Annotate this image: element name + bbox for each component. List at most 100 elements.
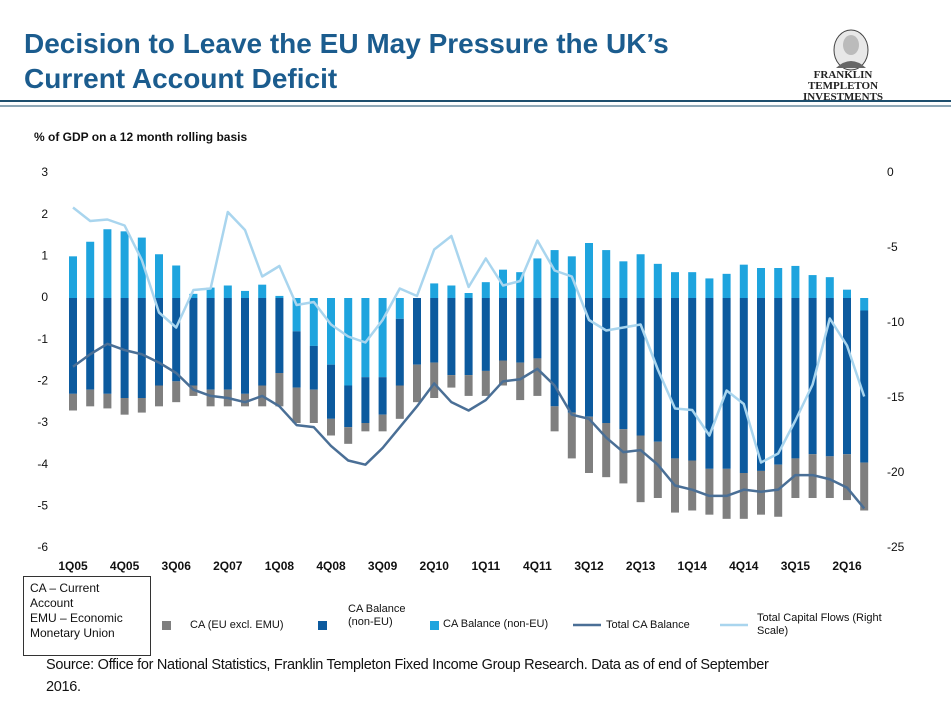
x-tick-label: 4Q05	[110, 559, 140, 573]
bar	[843, 289, 851, 298]
bar	[395, 318, 404, 386]
bar	[585, 298, 593, 417]
bar	[722, 298, 731, 469]
bar	[327, 418, 335, 436]
bar	[705, 278, 714, 298]
y2-tick-label: -5	[887, 240, 898, 254]
bar	[636, 254, 645, 298]
bar	[499, 298, 507, 361]
note-line: EMU – Economic	[30, 611, 123, 625]
x-tick-label: 4Q14	[729, 559, 759, 573]
bar	[395, 298, 404, 319]
bar	[344, 298, 353, 386]
bar	[344, 427, 353, 444]
x-tick-label: 3Q09	[368, 559, 398, 573]
bar	[103, 298, 112, 394]
bar	[516, 362, 525, 401]
bar	[791, 298, 800, 459]
bar	[86, 241, 95, 298]
brand: FRANKLIN TEMPLETON INVESTMENTS	[778, 70, 908, 103]
note-line: Account	[30, 596, 74, 610]
bar	[69, 298, 77, 394]
bar	[619, 261, 628, 298]
bar	[430, 283, 439, 298]
bar	[774, 298, 783, 465]
bar	[361, 377, 370, 423]
y2-tick-label: 0	[887, 165, 894, 179]
bar	[241, 290, 249, 298]
y-tick-label: -1	[37, 332, 48, 346]
bar	[309, 345, 318, 390]
bar	[292, 331, 301, 388]
bar	[481, 298, 490, 371]
bar	[464, 375, 473, 396]
bar	[808, 275, 817, 298]
bar	[206, 389, 215, 407]
x-tick-label: 1Q08	[265, 559, 295, 573]
bar	[481, 282, 490, 298]
legend-swatch	[430, 621, 439, 630]
y-tick-label: -3	[37, 415, 48, 429]
bar	[206, 298, 215, 390]
bar	[585, 243, 593, 298]
bar	[327, 298, 335, 365]
bar	[739, 298, 748, 473]
bar	[120, 298, 129, 398]
bar	[533, 298, 542, 359]
bar	[172, 381, 181, 403]
y2-tick-label: -15	[887, 390, 905, 404]
note-line: Monetary Union	[30, 626, 115, 640]
legend-label: Total CA Balance	[606, 619, 690, 631]
x-tick-label: 3Q15	[781, 559, 811, 573]
bar	[413, 364, 421, 403]
bar	[636, 298, 645, 436]
bar	[137, 237, 146, 298]
bar	[155, 298, 163, 386]
bar	[189, 298, 198, 386]
x-tick-label: 3Q12	[574, 559, 604, 573]
bar	[481, 370, 490, 396]
bar	[103, 393, 112, 409]
bar	[361, 423, 370, 432]
legend-label: CA Balance (non-EU)	[443, 618, 549, 630]
bar	[550, 406, 559, 432]
bar	[172, 298, 181, 382]
bar	[464, 293, 473, 298]
line	[72, 342, 866, 510]
bar	[258, 284, 267, 298]
bar	[223, 298, 232, 390]
bar	[155, 254, 163, 298]
x-tick-label: 3Q06	[162, 559, 192, 573]
bar	[533, 258, 542, 298]
bar	[292, 387, 301, 423]
bar	[447, 298, 456, 376]
x-tick-label: 1Q14	[678, 559, 708, 573]
bar	[430, 298, 439, 363]
bar	[275, 373, 284, 407]
bar	[550, 250, 559, 298]
bar	[619, 298, 628, 430]
bar	[688, 298, 697, 461]
bar	[344, 385, 353, 428]
bar	[722, 468, 731, 519]
y2-tick-label: -10	[887, 315, 905, 329]
bar	[653, 263, 662, 298]
bar	[172, 265, 181, 298]
bar	[378, 298, 387, 378]
y-tick-label: -5	[37, 499, 48, 513]
bar	[602, 423, 611, 478]
bar	[309, 389, 318, 423]
bar	[395, 385, 404, 419]
bar	[791, 265, 800, 298]
x-tick-label: 1Q05	[58, 559, 88, 573]
bar	[120, 398, 129, 415]
bar	[103, 229, 112, 298]
bar	[774, 268, 783, 298]
bar	[258, 298, 267, 386]
bar	[602, 250, 611, 298]
bar	[653, 441, 662, 498]
bar	[705, 298, 714, 469]
bar	[825, 277, 834, 298]
y-tick-label: -4	[37, 457, 48, 471]
